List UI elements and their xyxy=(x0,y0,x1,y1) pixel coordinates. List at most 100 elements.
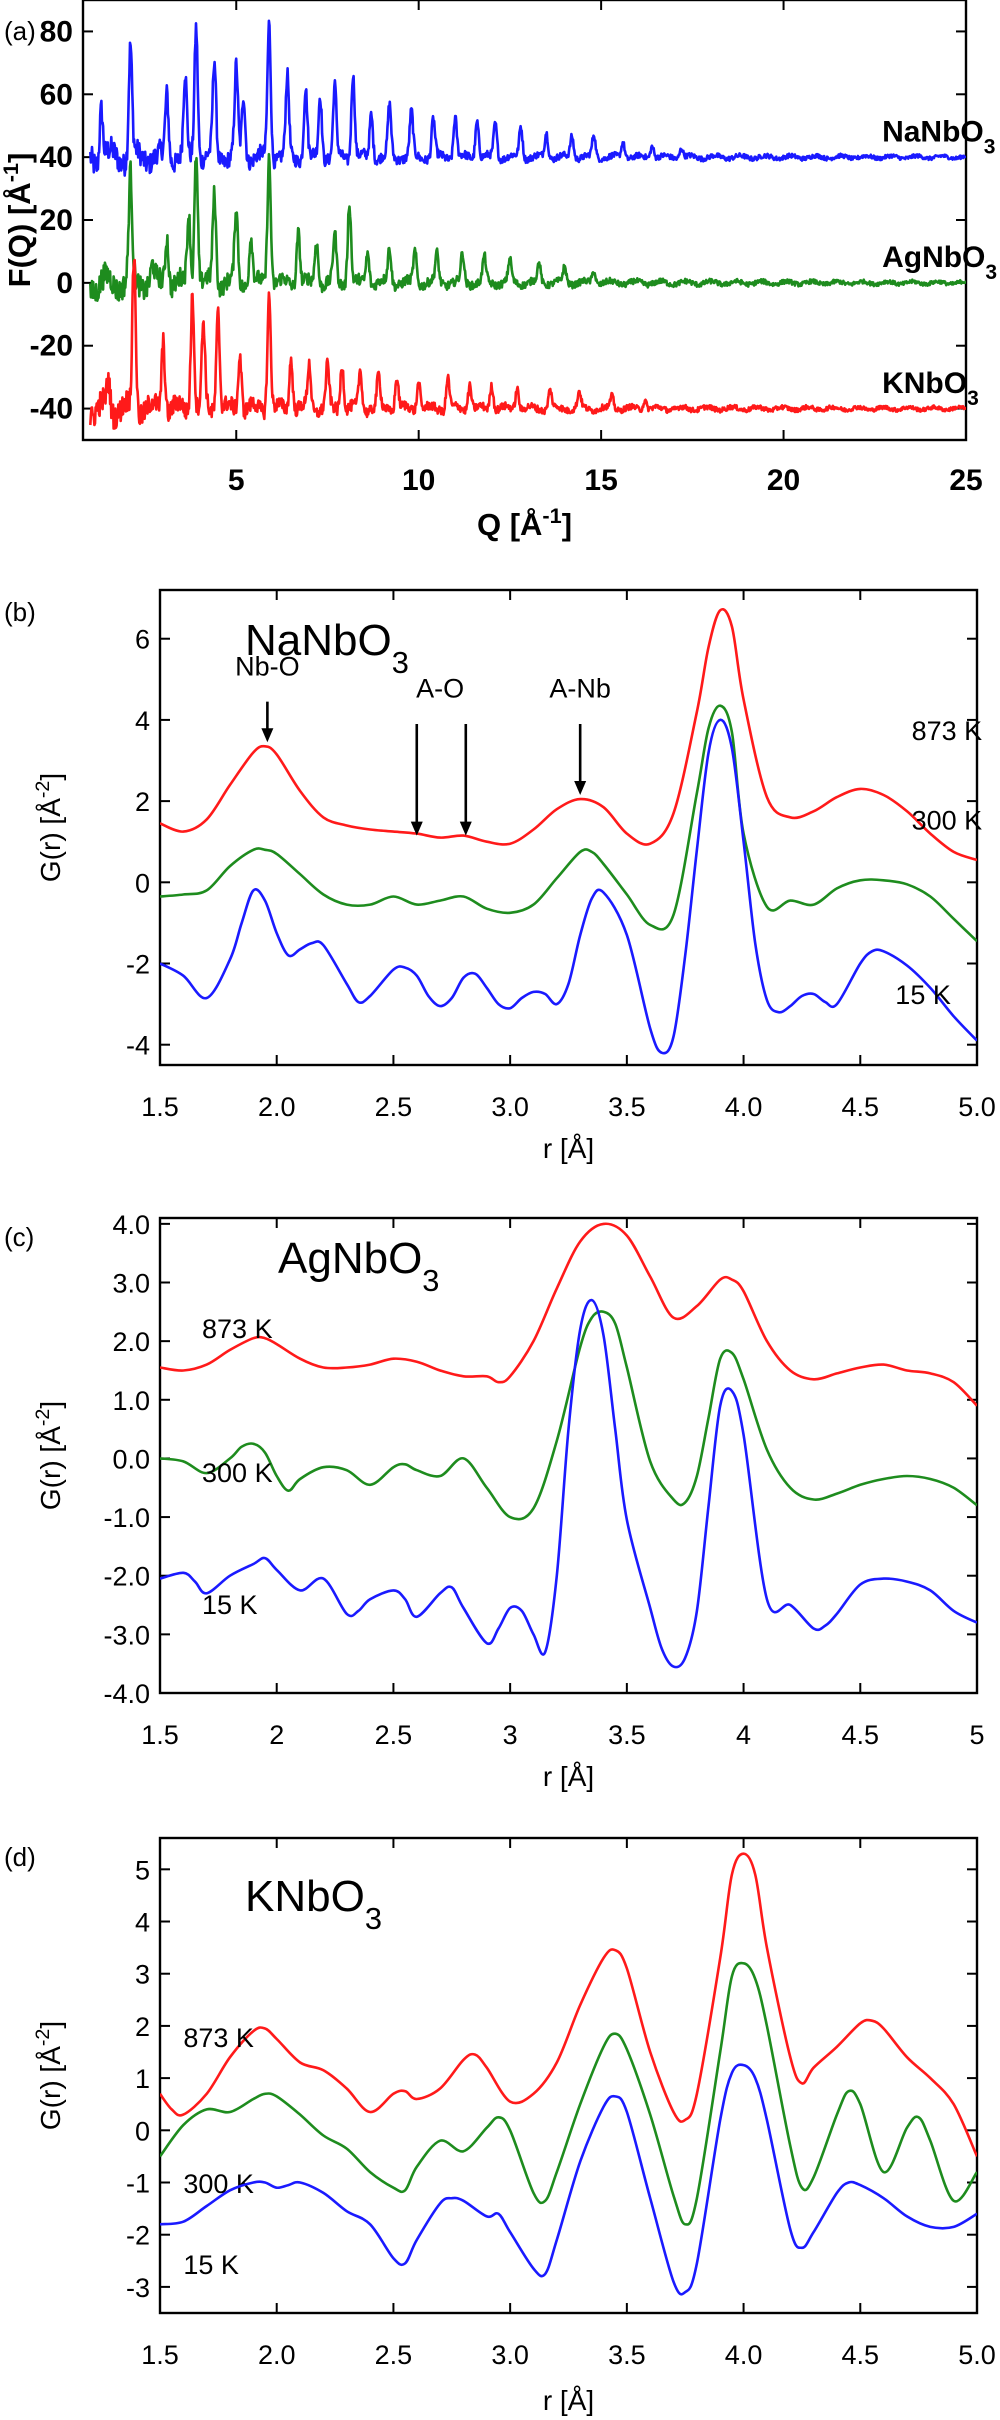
panel-label: (c) xyxy=(4,1222,34,1252)
x-tick-label: 3.0 xyxy=(491,1092,529,1122)
panel-d: (d) 1.5 2.0 2.5 3.0 3.5 4.0 4.5 5.0 -3 -2 -1 0 1 2 3 4 5 r… xyxy=(4,1836,996,2416)
x-tick-label: 10 xyxy=(402,464,435,497)
y-tick-label: -3.0 xyxy=(103,1620,150,1650)
series-label: 15 K xyxy=(202,1590,258,1620)
x-tick-label: 2.5 xyxy=(375,1092,413,1122)
y-tick-label: 4 xyxy=(135,706,150,736)
annotation-label: Nb-O xyxy=(235,651,300,681)
plot-frame xyxy=(158,588,979,1067)
series-line xyxy=(160,1298,977,1669)
x-tick-label: 4.0 xyxy=(725,2340,763,2370)
y-tick-label: -4.0 xyxy=(103,1679,150,1709)
plot-frame xyxy=(158,1216,979,1695)
series-label: 873 K xyxy=(912,716,983,746)
y-tick-label: 2 xyxy=(135,2012,150,2042)
y-axis-label: F(Q) [Å-1] xyxy=(0,153,37,288)
y-tick-label: 4.0 xyxy=(112,1210,150,1240)
panel-title: AgNbO3 xyxy=(278,1234,439,1298)
y-tick-label: -2.0 xyxy=(103,1562,150,1592)
y-tick-label: 60 xyxy=(40,78,73,111)
x-tick-label: 5 xyxy=(228,464,245,497)
x-axis-label: r [Å] xyxy=(543,2385,594,2416)
y-tick-label: 1 xyxy=(135,2064,150,2094)
x-tick-label: 3.5 xyxy=(608,1720,646,1750)
x-tick-label: 4.0 xyxy=(725,1092,763,1122)
series-line xyxy=(89,152,966,302)
series-line xyxy=(160,1852,977,2157)
y-tick-label: 6 xyxy=(135,625,150,655)
y-tick-label: 3.0 xyxy=(112,1269,150,1299)
y-tick-label: 2.0 xyxy=(112,1327,150,1357)
x-tick-label: 2.0 xyxy=(258,2340,296,2370)
panel-c: (c) 1.5 2 2.5 3 3.5 4 4.5 5 -4.0 -3.0 -2.0 -1.0 0.0 1.… xyxy=(4,1210,985,1792)
x-tick-label: 1.5 xyxy=(141,2340,179,2370)
panel-title: NaNbO3 xyxy=(245,616,409,680)
y-tick-label: 80 xyxy=(40,15,73,48)
series-line xyxy=(89,19,966,177)
y-tick-label: 40 xyxy=(40,141,73,174)
y-axis-label: G(r) [Å-2] xyxy=(32,2021,66,2130)
y-tick-label: 0 xyxy=(135,868,150,898)
x-tick-label: 20 xyxy=(767,464,800,497)
y-tick-label: -1 xyxy=(126,2169,150,2199)
series-label: 300 K xyxy=(183,2169,254,2199)
x-tick-label: 4 xyxy=(736,1720,751,1750)
panel-label: (a) xyxy=(4,16,36,46)
x-tick-label: 3.0 xyxy=(491,2340,529,2370)
x-tick-label: 25 xyxy=(949,464,982,497)
x-tick-label: 3.5 xyxy=(608,1092,646,1122)
x-tick-label: 4.5 xyxy=(842,1720,880,1750)
series-label: KNbO3 xyxy=(882,367,979,410)
y-tick-label: -4 xyxy=(126,1031,150,1061)
y-tick-label: 20 xyxy=(40,204,73,237)
series-line xyxy=(160,2063,977,2296)
arrow-head xyxy=(574,781,587,796)
series-line xyxy=(160,608,977,862)
x-tick-label: 1.5 xyxy=(141,1720,179,1750)
x-tick-label: 15 xyxy=(584,464,617,497)
panel-title: KNbO3 xyxy=(245,1872,382,1936)
series-line xyxy=(160,1310,977,1521)
y-tick-label: 0 xyxy=(56,267,73,300)
panel-a: (a) 5 10 15 20 25 -40 -20 0 20 40 60 80 Q [Å-1] F(Q) [… xyxy=(0,0,997,542)
series-label: 300 K xyxy=(912,806,983,836)
series-line xyxy=(160,1961,977,2226)
y-tick-label: 0.0 xyxy=(112,1444,150,1474)
series-line xyxy=(160,718,977,1055)
x-tick-label: 5 xyxy=(969,1720,984,1750)
x-tick-label: 5.0 xyxy=(958,1092,996,1122)
series-label: 300 K xyxy=(202,1458,273,1488)
arrow-head xyxy=(459,821,472,836)
y-tick-label: -2 xyxy=(126,950,150,980)
annotation-label: A-Nb xyxy=(549,674,611,704)
y-tick-label: -1.0 xyxy=(103,1503,150,1533)
series-label: NaNbO3 xyxy=(882,115,995,158)
x-tick-label: 2 xyxy=(269,1720,284,1750)
panel-b: (b) 1.5 2.0 2.5 3.0 3.5 4.0 4.5 5.0 -4 -2 0 2 4 6 r [Å]… xyxy=(4,588,996,1164)
series-label: 873 K xyxy=(202,1314,273,1344)
x-axis-label: r [Å] xyxy=(543,1133,594,1164)
y-tick-label: 1.0 xyxy=(112,1386,150,1416)
y-tick-label: 4 xyxy=(135,1908,150,1938)
series-line xyxy=(89,258,966,430)
y-tick-label: 2 xyxy=(135,787,150,817)
series-label: AgNbO3 xyxy=(882,241,997,284)
x-axis-label: Q [Å-1] xyxy=(477,503,572,543)
x-tick-label: 1.5 xyxy=(141,1092,179,1122)
x-tick-label: 4.5 xyxy=(842,1092,880,1122)
x-tick-label: 3.5 xyxy=(608,2340,646,2370)
x-tick-label: 2.0 xyxy=(258,1092,296,1122)
y-tick-label: 5 xyxy=(135,1855,150,1885)
panel-label: (d) xyxy=(4,1842,36,1872)
x-tick-label: 2.5 xyxy=(375,1720,413,1750)
x-axis-label: r [Å] xyxy=(543,1761,594,1792)
y-tick-label: -2 xyxy=(126,2221,150,2251)
series-label: 873 K xyxy=(183,2023,254,2053)
y-tick-label: -3 xyxy=(126,2273,150,2303)
annotation-label: A-O xyxy=(416,674,464,704)
x-tick-label: 2.5 xyxy=(375,2340,413,2370)
y-axis-label: G(r) [Å-2] xyxy=(32,773,66,882)
y-tick-label: 0 xyxy=(135,2116,150,2146)
x-tick-label: 3 xyxy=(503,1720,518,1750)
